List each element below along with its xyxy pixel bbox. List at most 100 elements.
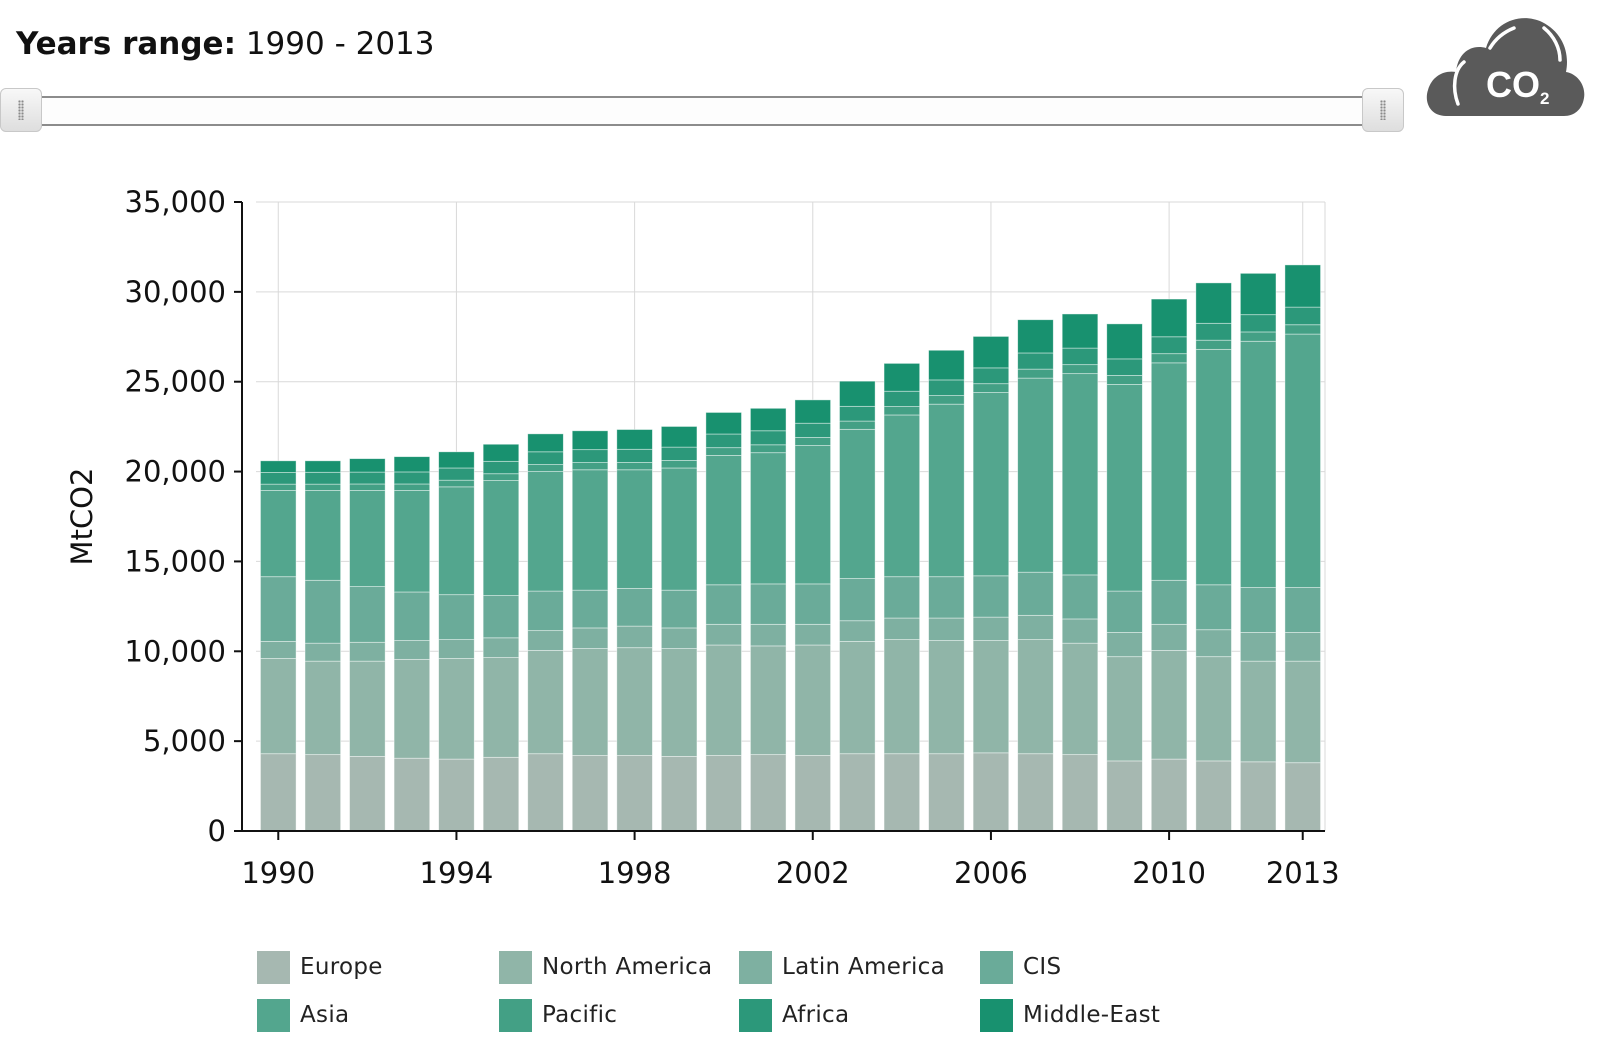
bar-segment[interactable] [705,755,742,832]
bar-segment[interactable] [571,430,609,451]
bar-segment[interactable] [883,406,921,416]
bar-segment[interactable] [750,645,787,756]
bar-segment[interactable] [705,454,742,586]
bar-segment[interactable] [972,616,1010,641]
bar-segment[interactable] [972,575,1010,618]
bar-segment[interactable] [260,641,297,659]
bar-segment[interactable] [438,594,475,641]
bar-segment[interactable] [1106,375,1143,385]
bar-segment[interactable] [304,490,342,581]
bar-segment[interactable] [571,462,609,471]
bar-segment[interactable] [928,753,965,832]
bar-segment[interactable] [660,426,698,448]
bar-segment[interactable] [527,590,564,632]
bar-segment[interactable] [1239,272,1277,316]
bar-segment[interactable] [438,658,475,760]
bar-segment[interactable] [928,395,965,405]
bar-segment[interactable] [260,576,297,642]
bar-segment[interactable] [1106,384,1143,592]
bar-segment[interactable] [839,753,876,832]
bar-segment[interactable] [1017,319,1054,354]
bar-segment[interactable] [304,483,342,491]
bar-segment[interactable] [349,490,386,587]
bar-segment[interactable] [1061,364,1099,375]
bar-segment[interactable] [750,430,787,446]
bar-segment[interactable] [750,583,787,625]
bar-segment[interactable] [660,627,698,649]
bar-segment[interactable] [571,469,609,591]
slider-handle-end[interactable] [1362,88,1404,132]
bar-segment[interactable] [482,756,520,832]
bar-segment[interactable] [794,445,831,585]
bar-segment[interactable] [972,752,1010,832]
bar-segment[interactable] [260,658,297,755]
bar-segment[interactable] [571,648,609,756]
bar-segment[interactable] [660,467,698,591]
bar-segment[interactable] [482,460,520,475]
bar-segment[interactable] [1150,579,1188,625]
bar-segment[interactable] [571,449,609,463]
bar-segment[interactable] [1061,574,1099,620]
bar-segment[interactable] [883,414,921,578]
legend-item[interactable]: Africa [739,998,849,1032]
bar-segment[interactable] [393,483,431,491]
bar-segment[interactable] [1017,352,1054,370]
bar-segment[interactable] [571,589,609,629]
bar-segment[interactable] [1150,758,1188,832]
bar-segment[interactable] [1239,340,1277,588]
bar-segment[interactable] [1195,629,1232,658]
bar-segment[interactable] [705,412,742,435]
bar-segment[interactable] [1284,660,1321,764]
bar-segment[interactable] [1284,324,1321,335]
bar-segment[interactable] [972,367,1010,385]
bar-segment[interactable] [260,472,297,485]
bar-segment[interactable] [527,649,564,755]
bar-segment[interactable] [1150,623,1188,651]
bar-segment[interactable] [527,464,564,472]
bar-segment[interactable] [1239,331,1277,342]
bar-segment[interactable] [705,644,742,756]
legend-item[interactable]: Asia [257,998,349,1032]
bar-segment[interactable] [1239,632,1277,662]
bar-segment[interactable] [1017,571,1054,616]
bar-segment[interactable] [1061,347,1099,366]
bar-segment[interactable] [304,471,342,485]
bar-segment[interactable] [1061,754,1099,832]
bar-segment[interactable] [393,490,431,593]
bar-segment[interactable] [1284,762,1321,832]
bar-segment[interactable] [928,640,965,755]
bar-segment[interactable] [304,579,342,644]
bar-segment[interactable] [794,399,831,424]
bar-segment[interactable] [705,584,742,625]
bar-segment[interactable] [1150,298,1188,338]
bar-segment[interactable] [705,623,742,646]
bar-segment[interactable] [1061,373,1099,576]
bar-segment[interactable] [660,589,698,629]
bar-segment[interactable] [1106,590,1143,633]
bar-segment[interactable] [349,483,386,491]
legend-item[interactable]: CIS [980,950,1061,984]
bar-segment[interactable] [839,578,876,622]
bar-segment[interactable] [527,451,564,465]
bar-segment[interactable] [482,637,520,658]
bar-segment[interactable] [349,586,386,643]
bar-segment[interactable] [349,660,386,757]
bar-segment[interactable] [482,473,520,481]
bar-segment[interactable] [794,422,831,438]
bar-segment[interactable] [1284,264,1321,308]
legend-item[interactable]: Europe [257,950,383,984]
bar-segment[interactable] [883,617,921,641]
bar-segment[interactable] [260,753,297,832]
bar-segment[interactable] [794,644,831,756]
bar-segment[interactable] [616,587,653,627]
bar-segment[interactable] [304,460,342,473]
bar-segment[interactable] [393,456,431,473]
bar-segment[interactable] [1284,632,1321,662]
bar-segment[interactable] [1150,336,1188,355]
bar-segment[interactable] [750,754,787,832]
bar-segment[interactable] [883,390,921,407]
bar-segment[interactable] [883,576,921,619]
bar-segment[interactable] [393,471,431,485]
bar-segment[interactable] [438,467,475,481]
bar-segment[interactable] [1017,377,1054,573]
